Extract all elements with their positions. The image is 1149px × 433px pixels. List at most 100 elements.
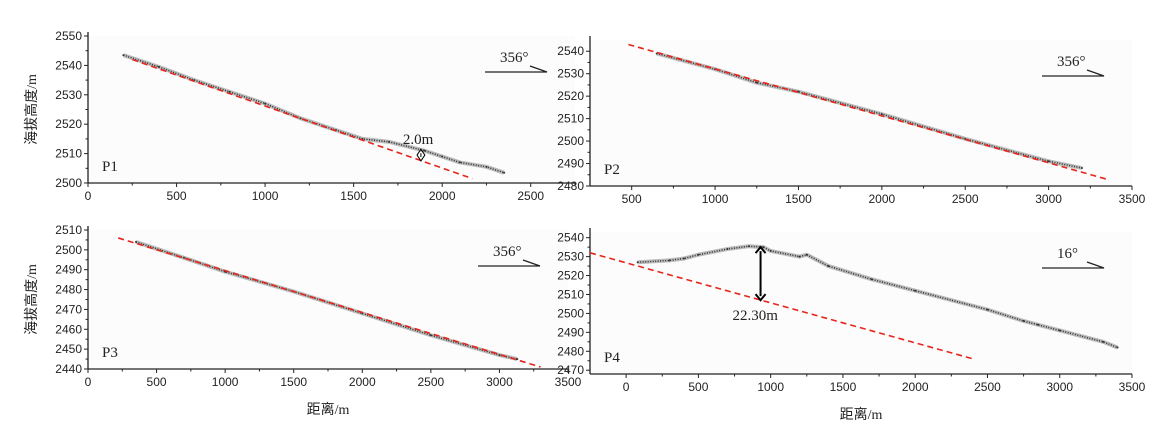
fit-line	[589, 252, 974, 360]
offset-label: 2.0m	[403, 132, 434, 148]
y-tick-label: 2460	[55, 322, 82, 336]
profile-point	[122, 54, 125, 57]
profile-point	[668, 259, 671, 262]
profile-point	[1037, 323, 1040, 326]
x-tick-label: 3000	[486, 375, 513, 389]
y-tick-label: 2500	[557, 306, 584, 320]
x-tick-label: 0	[85, 375, 92, 389]
direction-arrow-icon	[1042, 69, 1105, 77]
y-tick-label: 2450	[55, 342, 82, 356]
plot-area	[88, 36, 575, 183]
panel-p3: 0 500 1000 1500 2000 2500 3000 3500 2440 2450 2460…	[23, 223, 582, 418]
profile-point	[503, 171, 506, 174]
profile-point	[228, 90, 231, 93]
offset-label: 22.30m	[733, 308, 779, 324]
direction-label: 356°	[1057, 54, 1086, 70]
y-tick-label: 2520	[557, 269, 584, 283]
y-tick-label: 2480	[557, 179, 584, 193]
profile-point	[135, 240, 137, 243]
y-tick-label: 2470	[557, 363, 584, 377]
y-tick-label: 2490	[55, 263, 82, 277]
y-tick-label: 2440	[55, 362, 82, 376]
x-tick-label: 2500	[974, 380, 1001, 394]
profile-point	[516, 358, 519, 361]
profile-point	[498, 354, 501, 357]
y-tick-label: 2540	[55, 58, 82, 72]
x-tick-label: 1500	[280, 375, 307, 389]
y-tick-label: 2500	[55, 176, 82, 190]
profile-point	[1022, 319, 1025, 322]
direction-label: 356°	[493, 244, 522, 260]
profile-point	[798, 255, 801, 258]
profile-point	[423, 149, 426, 152]
direction-arrow-icon	[485, 65, 548, 73]
y-tick-label: 2520	[557, 89, 584, 103]
y-tick-label: 2530	[557, 67, 584, 81]
y-tick-label: 2510	[55, 223, 82, 237]
fit-line	[132, 58, 473, 180]
profile-point	[870, 278, 873, 281]
x-tick-label: 3000	[1046, 380, 1073, 394]
x-tick-label: 2500	[952, 192, 979, 206]
direction-arrow-icon	[1042, 261, 1105, 269]
x-tick-label: 1500	[340, 189, 367, 203]
profile-line	[656, 52, 1083, 169]
x-tick-label: 3500	[555, 375, 582, 389]
profile-point	[388, 140, 391, 143]
profile-point	[441, 155, 444, 158]
profile-line	[123, 54, 505, 174]
y-tick-label: 2500	[557, 134, 584, 148]
panel-label: P1	[102, 159, 118, 175]
y-tick-label: 2480	[557, 344, 584, 358]
x-tick-label: 1000	[757, 380, 784, 394]
y-tick-label: 2510	[55, 147, 82, 161]
profile-point	[299, 117, 302, 120]
y-tick-label: 2480	[55, 283, 82, 297]
y-tick-label: 2530	[557, 250, 584, 264]
x-tick-label: 3500	[1119, 192, 1146, 206]
fit-line	[628, 43, 1108, 181]
profile-point	[726, 248, 729, 251]
x-tick-label: 2000	[868, 192, 895, 206]
offset-arrow-head-up	[754, 245, 767, 254]
panel-p4: 0 500 1000 1500 2000 2500 3000 3500247024802490…	[557, 228, 1146, 423]
y-axis-label: 海拔高度/m	[23, 264, 40, 335]
y-tick-label: 2490	[557, 325, 584, 339]
x-tick-label: 3000	[1035, 192, 1062, 206]
panel-label: P2	[604, 162, 620, 178]
panel-label: P3	[102, 345, 118, 361]
plot-area	[590, 232, 1132, 374]
profile-point	[1102, 340, 1105, 343]
x-tick-label: 2000	[349, 375, 376, 389]
y-tick-label: 2550	[55, 29, 82, 43]
profile-point	[797, 90, 800, 93]
profile-point	[827, 265, 830, 268]
x-tick-label: 500	[688, 380, 708, 394]
profile-point	[914, 289, 917, 292]
x-tick-label: 500	[167, 189, 187, 203]
profile-point	[986, 308, 989, 311]
y-tick-label: 2470	[55, 302, 82, 316]
panel-p1: 0 500 1000 1500 2000 2500 2500 2510 2520 2530 2540…	[23, 29, 576, 203]
y-tick-label: 2530	[55, 88, 82, 102]
y-tick-label: 2510	[557, 112, 584, 126]
profile-point	[805, 253, 808, 256]
x-tick-label: 2500	[517, 189, 544, 203]
profile-point	[429, 334, 432, 337]
fit-line	[117, 237, 541, 368]
x-tick-label: 1000	[702, 192, 729, 206]
profile-point	[1047, 160, 1050, 163]
y-tick-label: 2490	[557, 157, 584, 171]
y-axis-label: 海拔高度/m	[23, 74, 40, 145]
offset-arrow-head-up	[416, 148, 426, 156]
profile-point	[762, 246, 765, 249]
y-tick-label: 2540	[557, 231, 584, 245]
profile-point	[264, 102, 267, 105]
x-tick-label: 3500	[1119, 380, 1146, 394]
direction-arrow-icon	[478, 259, 541, 267]
x-axis-label: 距离/m	[307, 401, 350, 418]
x-tick-label: 500	[622, 192, 642, 206]
x-tick-label: 1500	[785, 192, 812, 206]
